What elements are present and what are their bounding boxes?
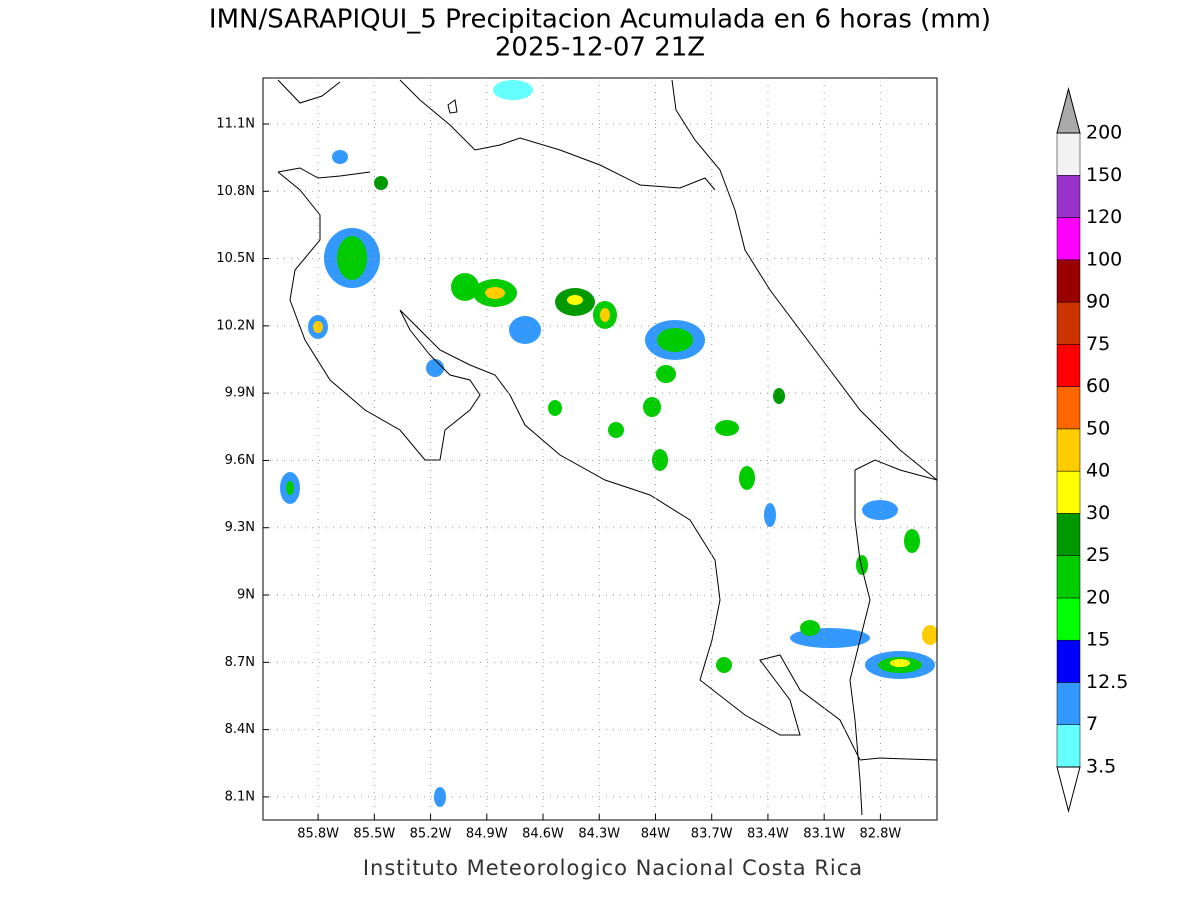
y-tick-label: 8.4N xyxy=(225,722,255,737)
colorbar-label: 150 xyxy=(1086,164,1122,186)
precip-field xyxy=(277,79,937,816)
colorbar-swatch xyxy=(1056,344,1081,387)
colorbar-over xyxy=(1056,87,1081,134)
y-tick-label: 10.2N xyxy=(216,318,255,333)
x-tick-label: 83.1W xyxy=(803,827,845,842)
colorbar-swatch xyxy=(1056,470,1081,514)
x-tick-label: 85.5W xyxy=(353,827,395,842)
x-tick-label: 85.2W xyxy=(410,827,452,842)
x-tick-label: 84.9W xyxy=(466,827,508,842)
colorbar-label: 50 xyxy=(1086,417,1110,439)
x-tick-label: 84.6W xyxy=(522,827,564,842)
y-tick-label: 9.3N xyxy=(225,520,255,535)
map-frame xyxy=(262,77,938,821)
x-tick-label: 83.4W xyxy=(747,827,789,842)
map-area xyxy=(262,77,938,821)
colorbar-label: 15 xyxy=(1086,629,1110,651)
x-tick-label: 85.8W xyxy=(297,827,339,842)
y-tick-label: 8.1N xyxy=(225,789,255,804)
colorbar-label: 120 xyxy=(1086,206,1122,228)
colorbar-swatch xyxy=(1056,175,1081,218)
colorbar-label: 75 xyxy=(1086,333,1110,355)
colorbar-label: 200 xyxy=(1086,122,1122,144)
footer: Instituto Meteorologico Nacional Costa R… xyxy=(363,856,863,880)
x-tick-label: 84.3W xyxy=(578,827,620,842)
colorbar-label: 90 xyxy=(1086,291,1110,313)
colorbar-swatch xyxy=(1056,682,1081,725)
y-tick-label: 10.8N xyxy=(216,184,255,199)
colorbar-swatch xyxy=(1056,513,1081,556)
colorbar-swatch xyxy=(1056,259,1081,303)
colorbar-label: 3.5 xyxy=(1086,756,1116,778)
y-tick-label: 9.6N xyxy=(225,453,255,468)
colorbar-label: 40 xyxy=(1086,460,1110,482)
colorbar-swatch xyxy=(1056,639,1081,683)
colorbar-swatch xyxy=(1056,724,1081,768)
y-tick-label: 9.9N xyxy=(225,386,255,401)
map-title: IMN/SARAPIQUI_5 Precipitacion Acumulada … xyxy=(209,5,991,35)
colorbar-swatch xyxy=(1056,597,1081,641)
colorbar-swatch xyxy=(1056,217,1081,261)
colorbar-label: 12.5 xyxy=(1086,671,1128,693)
y-tick-label: 9N xyxy=(237,588,255,603)
colorbar-swatch xyxy=(1056,132,1081,176)
colorbar-label: 7 xyxy=(1086,713,1098,735)
colorbar-label: 100 xyxy=(1086,248,1122,270)
colorbar-swatch xyxy=(1056,428,1081,472)
colorbar-label: 30 xyxy=(1086,502,1110,524)
x-tick-label: 82.8W xyxy=(859,827,901,842)
map-subtitle: 2025-12-07 21Z xyxy=(495,33,705,63)
colorbar-swatch xyxy=(1056,555,1081,599)
x-tick-label: 84W xyxy=(641,827,671,842)
x-tick-label: 83.7W xyxy=(691,827,733,842)
colorbar-swatch xyxy=(1056,386,1081,430)
colorbar-under xyxy=(1056,766,1081,813)
colorbar-swatch xyxy=(1056,301,1081,345)
colorbar-label: 60 xyxy=(1086,375,1110,397)
y-tick-label: 8.7N xyxy=(225,655,255,670)
colorbar-label: 20 xyxy=(1086,586,1110,608)
y-tick-label: 11.1N xyxy=(216,116,255,131)
colorbar-label: 25 xyxy=(1086,544,1110,566)
y-tick-label: 10.5N xyxy=(216,251,255,266)
